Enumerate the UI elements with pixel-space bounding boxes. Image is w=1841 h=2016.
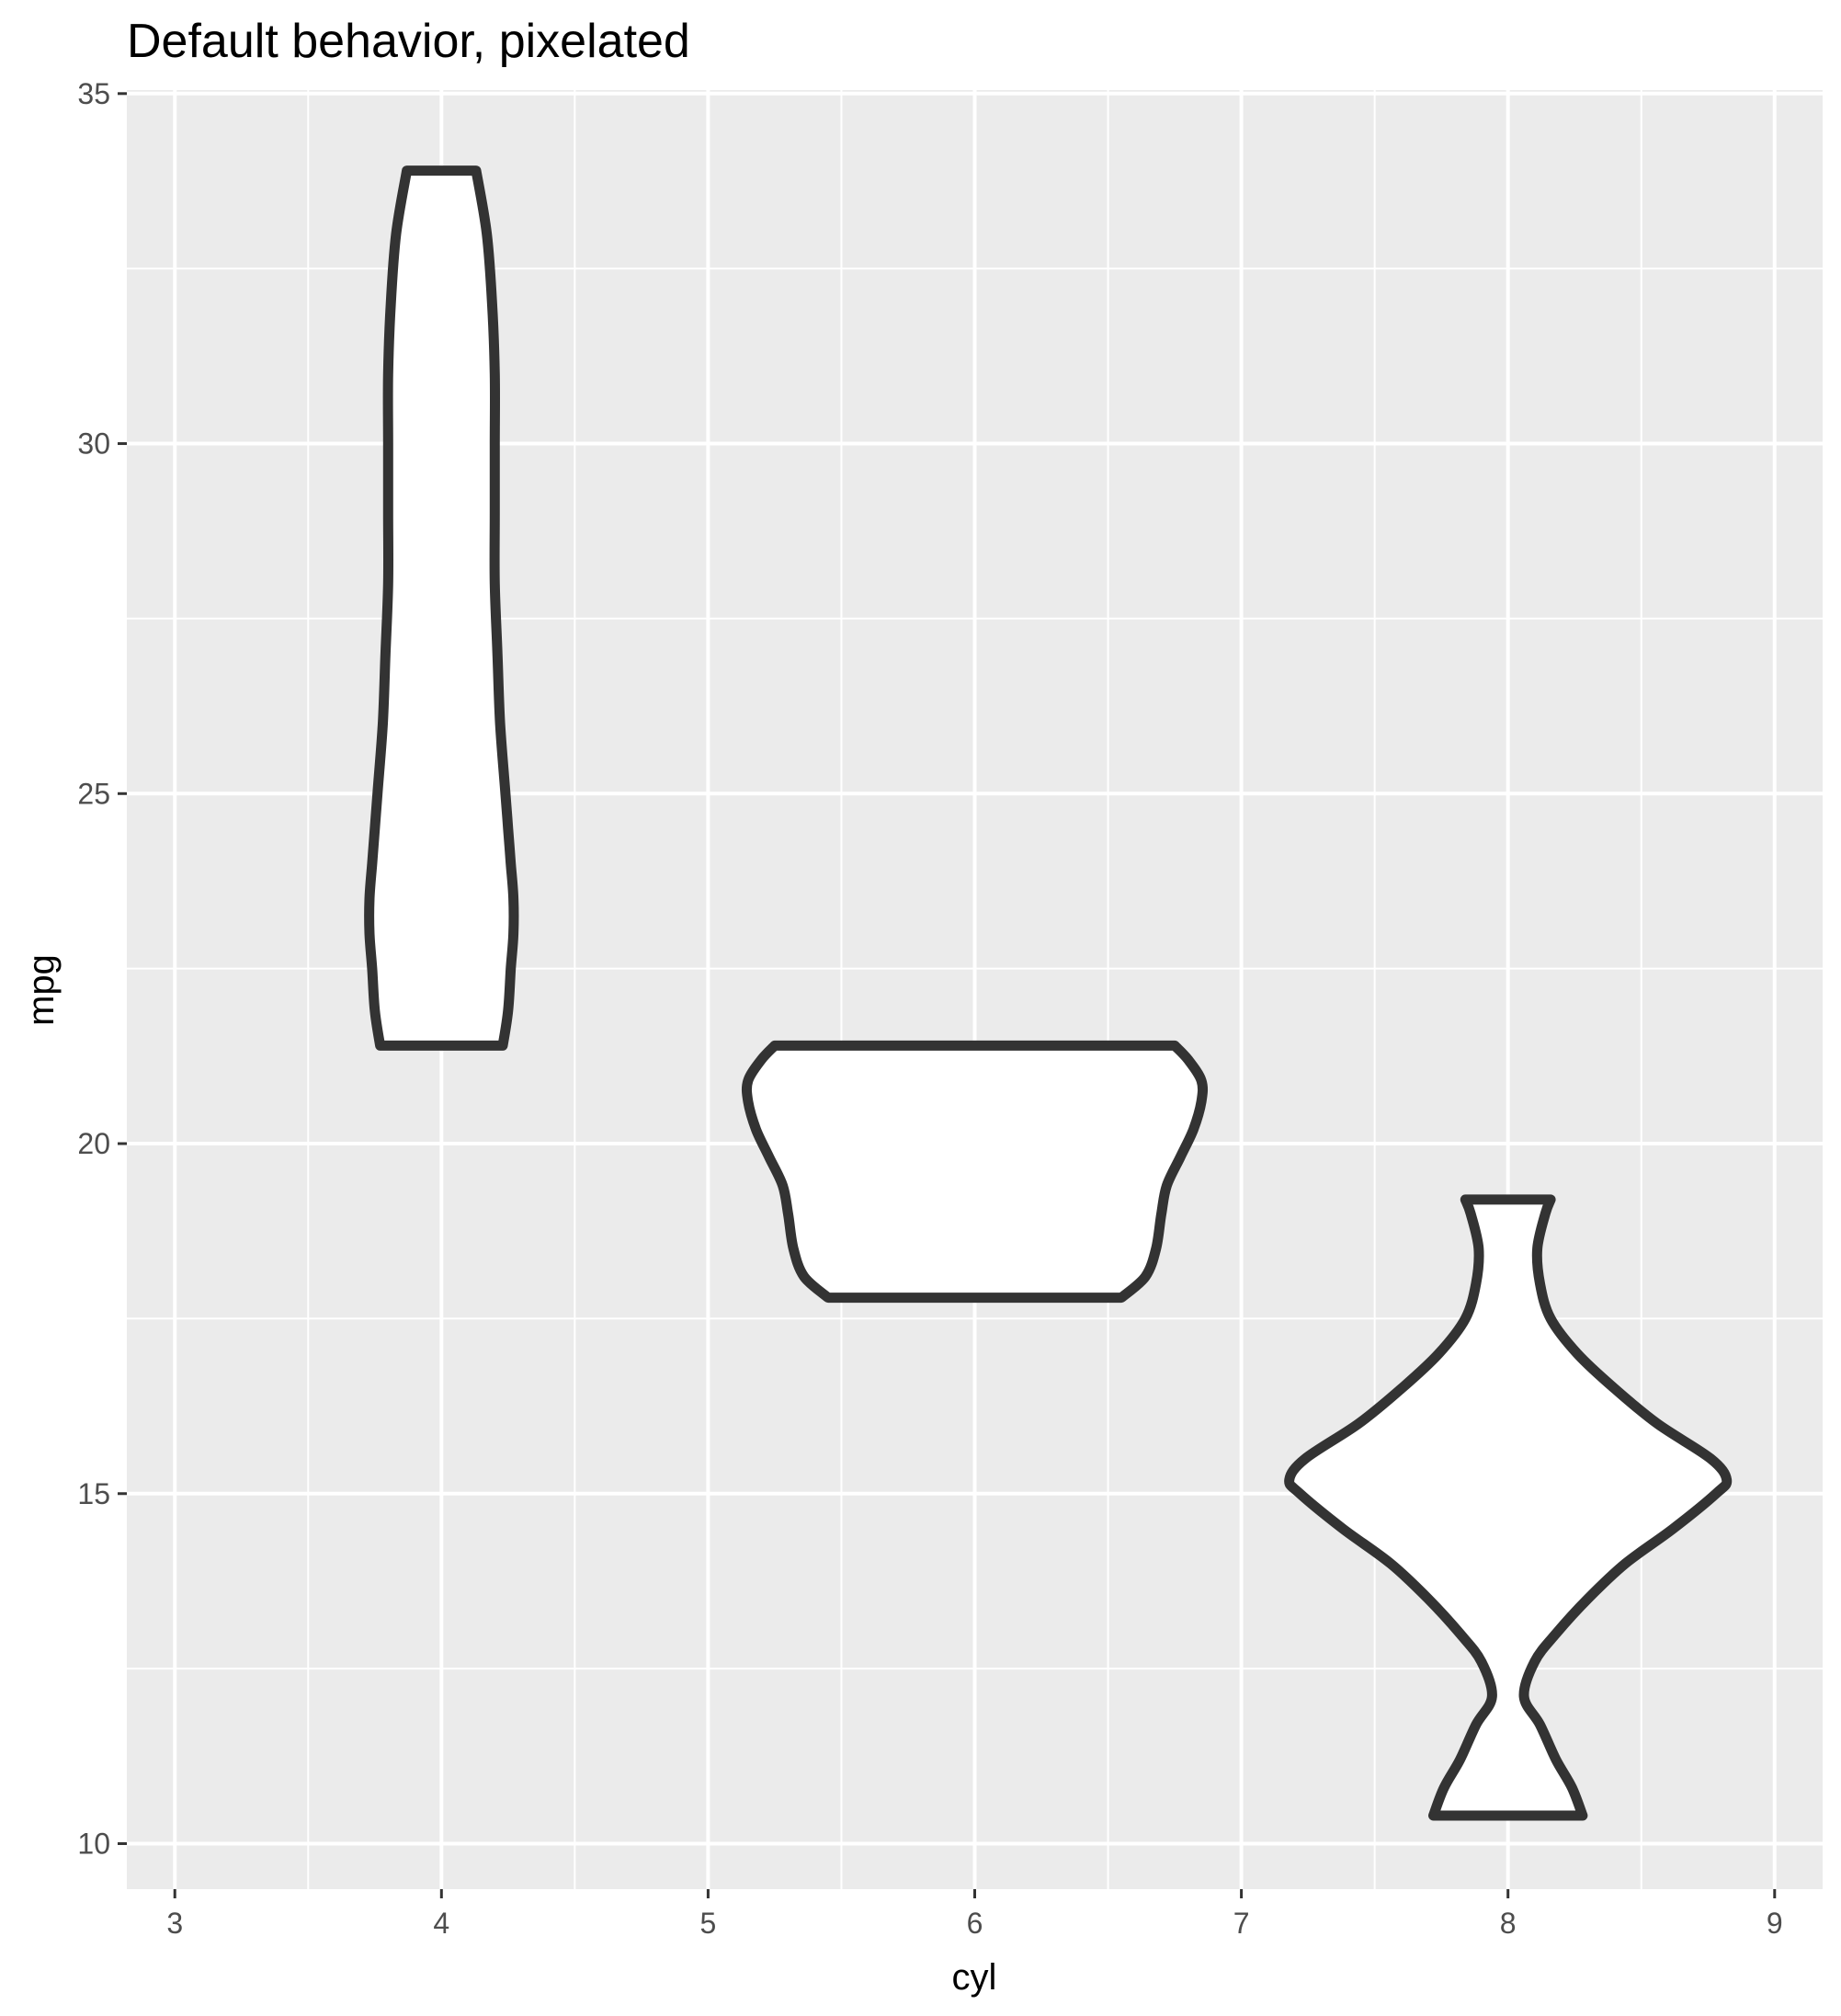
violin-cyl-4 xyxy=(364,165,519,1051)
x-axis: 3 4 5 6 7 8 9 xyxy=(166,1889,1783,1940)
x-tick-label: 4 xyxy=(433,1907,449,1940)
y-tick-label: 25 xyxy=(77,777,110,810)
y-tick-label: 30 xyxy=(77,427,110,461)
y-tick-label: 15 xyxy=(77,1477,110,1510)
violin-cyl-8 xyxy=(1284,1194,1733,1821)
y-tick-label: 35 xyxy=(77,77,110,110)
x-tick-label: 7 xyxy=(1233,1907,1250,1940)
y-axis: 10 15 20 25 30 35 xyxy=(77,77,127,1861)
x-tick-label: 8 xyxy=(1500,1907,1517,1940)
y-tick-label: 20 xyxy=(77,1127,110,1160)
violins xyxy=(364,165,1733,1821)
x-tick-label: 5 xyxy=(700,1907,717,1940)
x-tick-label: 6 xyxy=(967,1907,983,1940)
chart-title: Default behavior, pixelated xyxy=(127,15,690,68)
x-axis-title: cyl xyxy=(952,1957,997,1998)
x-tick-label: 9 xyxy=(1767,1907,1783,1940)
y-axis-title: mpg xyxy=(21,954,62,1026)
violin-cyl-6 xyxy=(741,1040,1209,1304)
x-tick-label: 3 xyxy=(166,1907,183,1940)
y-tick-label: 10 xyxy=(77,1828,110,1861)
